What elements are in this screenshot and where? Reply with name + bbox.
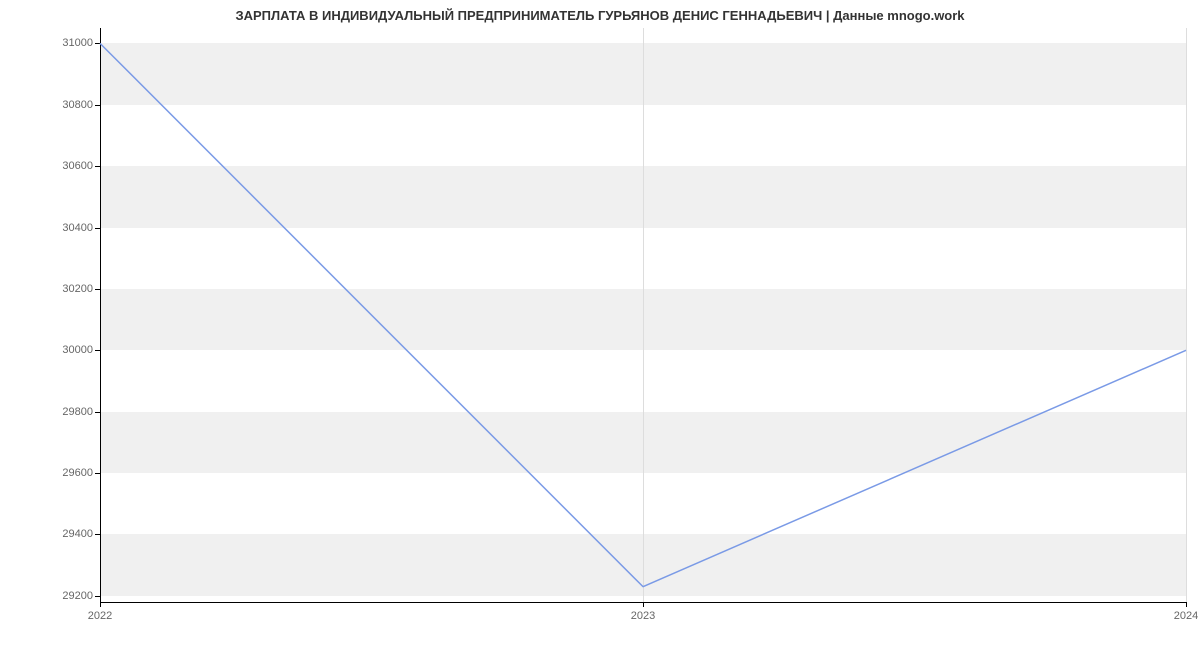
x-tick-mark [643, 602, 644, 607]
y-tick-label: 31000 [45, 37, 93, 49]
y-tick-label: 29800 [45, 406, 93, 418]
salary-line-chart: ЗАРПЛАТА В ИНДИВИДУАЛЬНЫЙ ПРЕДПРИНИМАТЕЛ… [0, 0, 1200, 650]
y-tick-label: 29400 [45, 528, 93, 540]
x-tick-label: 2024 [1174, 610, 1198, 622]
y-tick-label: 30600 [45, 160, 93, 172]
y-tick-label: 29200 [45, 590, 93, 602]
y-tick-label: 30000 [45, 344, 93, 356]
x-tick-mark [1186, 602, 1187, 607]
x-tick-mark [100, 602, 101, 607]
series-layer [100, 28, 1186, 602]
x-tick-label: 2022 [88, 610, 112, 622]
gridline-vertical [1186, 28, 1187, 602]
plot-area: 2920029400296002980030000302003040030600… [100, 28, 1186, 602]
x-tick-label: 2023 [631, 610, 655, 622]
y-tick-label: 30200 [45, 283, 93, 295]
y-tick-label: 30400 [45, 222, 93, 234]
salary-series-line [100, 43, 1186, 586]
y-tick-label: 30800 [45, 99, 93, 111]
chart-title: ЗАРПЛАТА В ИНДИВИДУАЛЬНЫЙ ПРЕДПРИНИМАТЕЛ… [0, 8, 1200, 23]
y-tick-label: 29600 [45, 467, 93, 479]
